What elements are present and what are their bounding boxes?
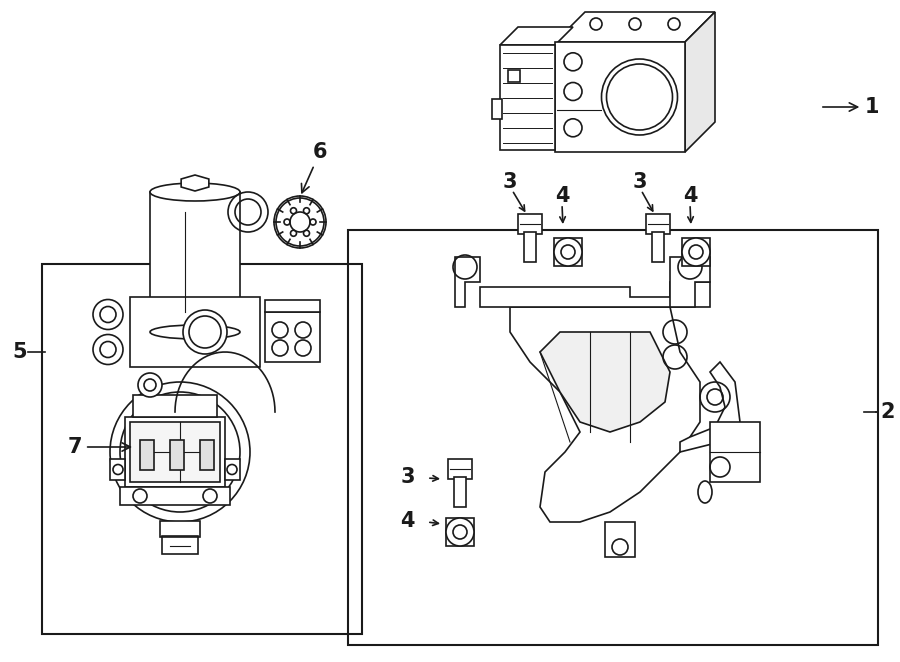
Circle shape (276, 198, 324, 246)
Circle shape (183, 310, 227, 354)
Circle shape (601, 59, 678, 135)
Bar (140, 440, 154, 469)
Polygon shape (555, 12, 715, 42)
Polygon shape (181, 175, 209, 191)
Circle shape (93, 299, 123, 330)
Bar (524, 232, 536, 262)
Circle shape (629, 18, 641, 30)
Bar (170, 440, 184, 469)
Bar (646, 214, 670, 234)
Text: 2: 2 (880, 402, 895, 422)
Bar (130, 297, 260, 367)
Circle shape (564, 83, 582, 101)
Polygon shape (670, 257, 710, 307)
Bar (265, 312, 320, 362)
Circle shape (110, 382, 250, 522)
Bar (555, 42, 685, 152)
Polygon shape (685, 12, 715, 152)
Bar (652, 232, 664, 262)
Text: 4: 4 (683, 186, 698, 206)
Circle shape (564, 53, 582, 71)
Polygon shape (480, 282, 710, 307)
Text: 5: 5 (12, 342, 27, 362)
Bar (446, 518, 474, 546)
Text: 1: 1 (823, 97, 879, 117)
Circle shape (668, 18, 680, 30)
Bar (130, 422, 220, 482)
Ellipse shape (150, 325, 240, 339)
Bar (554, 238, 582, 266)
Text: 3: 3 (400, 467, 415, 487)
Ellipse shape (150, 183, 240, 201)
Text: 4: 4 (554, 186, 569, 206)
Bar (265, 300, 320, 312)
Bar (508, 70, 520, 81)
Polygon shape (510, 307, 700, 522)
Bar (120, 487, 230, 505)
Circle shape (446, 518, 474, 546)
Polygon shape (500, 27, 573, 45)
Bar (492, 99, 502, 118)
Text: 3: 3 (633, 172, 647, 192)
Bar (682, 238, 710, 266)
Circle shape (138, 373, 162, 397)
Polygon shape (680, 362, 740, 452)
Circle shape (682, 238, 710, 266)
Polygon shape (540, 332, 670, 432)
Text: 6: 6 (302, 142, 328, 193)
Bar (500, 45, 555, 150)
Bar (150, 192, 240, 332)
Bar (518, 214, 542, 234)
Circle shape (590, 18, 602, 30)
Polygon shape (605, 522, 635, 557)
Text: 3: 3 (503, 172, 517, 192)
Bar (225, 459, 240, 480)
Bar (42, 264, 362, 634)
Polygon shape (455, 257, 480, 307)
Bar (133, 395, 217, 417)
Bar (160, 521, 200, 537)
Text: 7: 7 (68, 437, 130, 457)
Bar (162, 536, 198, 554)
Circle shape (554, 238, 582, 266)
Text: 4: 4 (400, 511, 415, 531)
Bar (448, 459, 472, 479)
Bar (110, 459, 125, 480)
Bar (454, 477, 466, 507)
Bar (710, 422, 760, 482)
Bar (125, 417, 225, 487)
Circle shape (564, 118, 582, 137)
Bar (348, 230, 878, 645)
Circle shape (93, 334, 123, 365)
Bar (200, 440, 214, 469)
